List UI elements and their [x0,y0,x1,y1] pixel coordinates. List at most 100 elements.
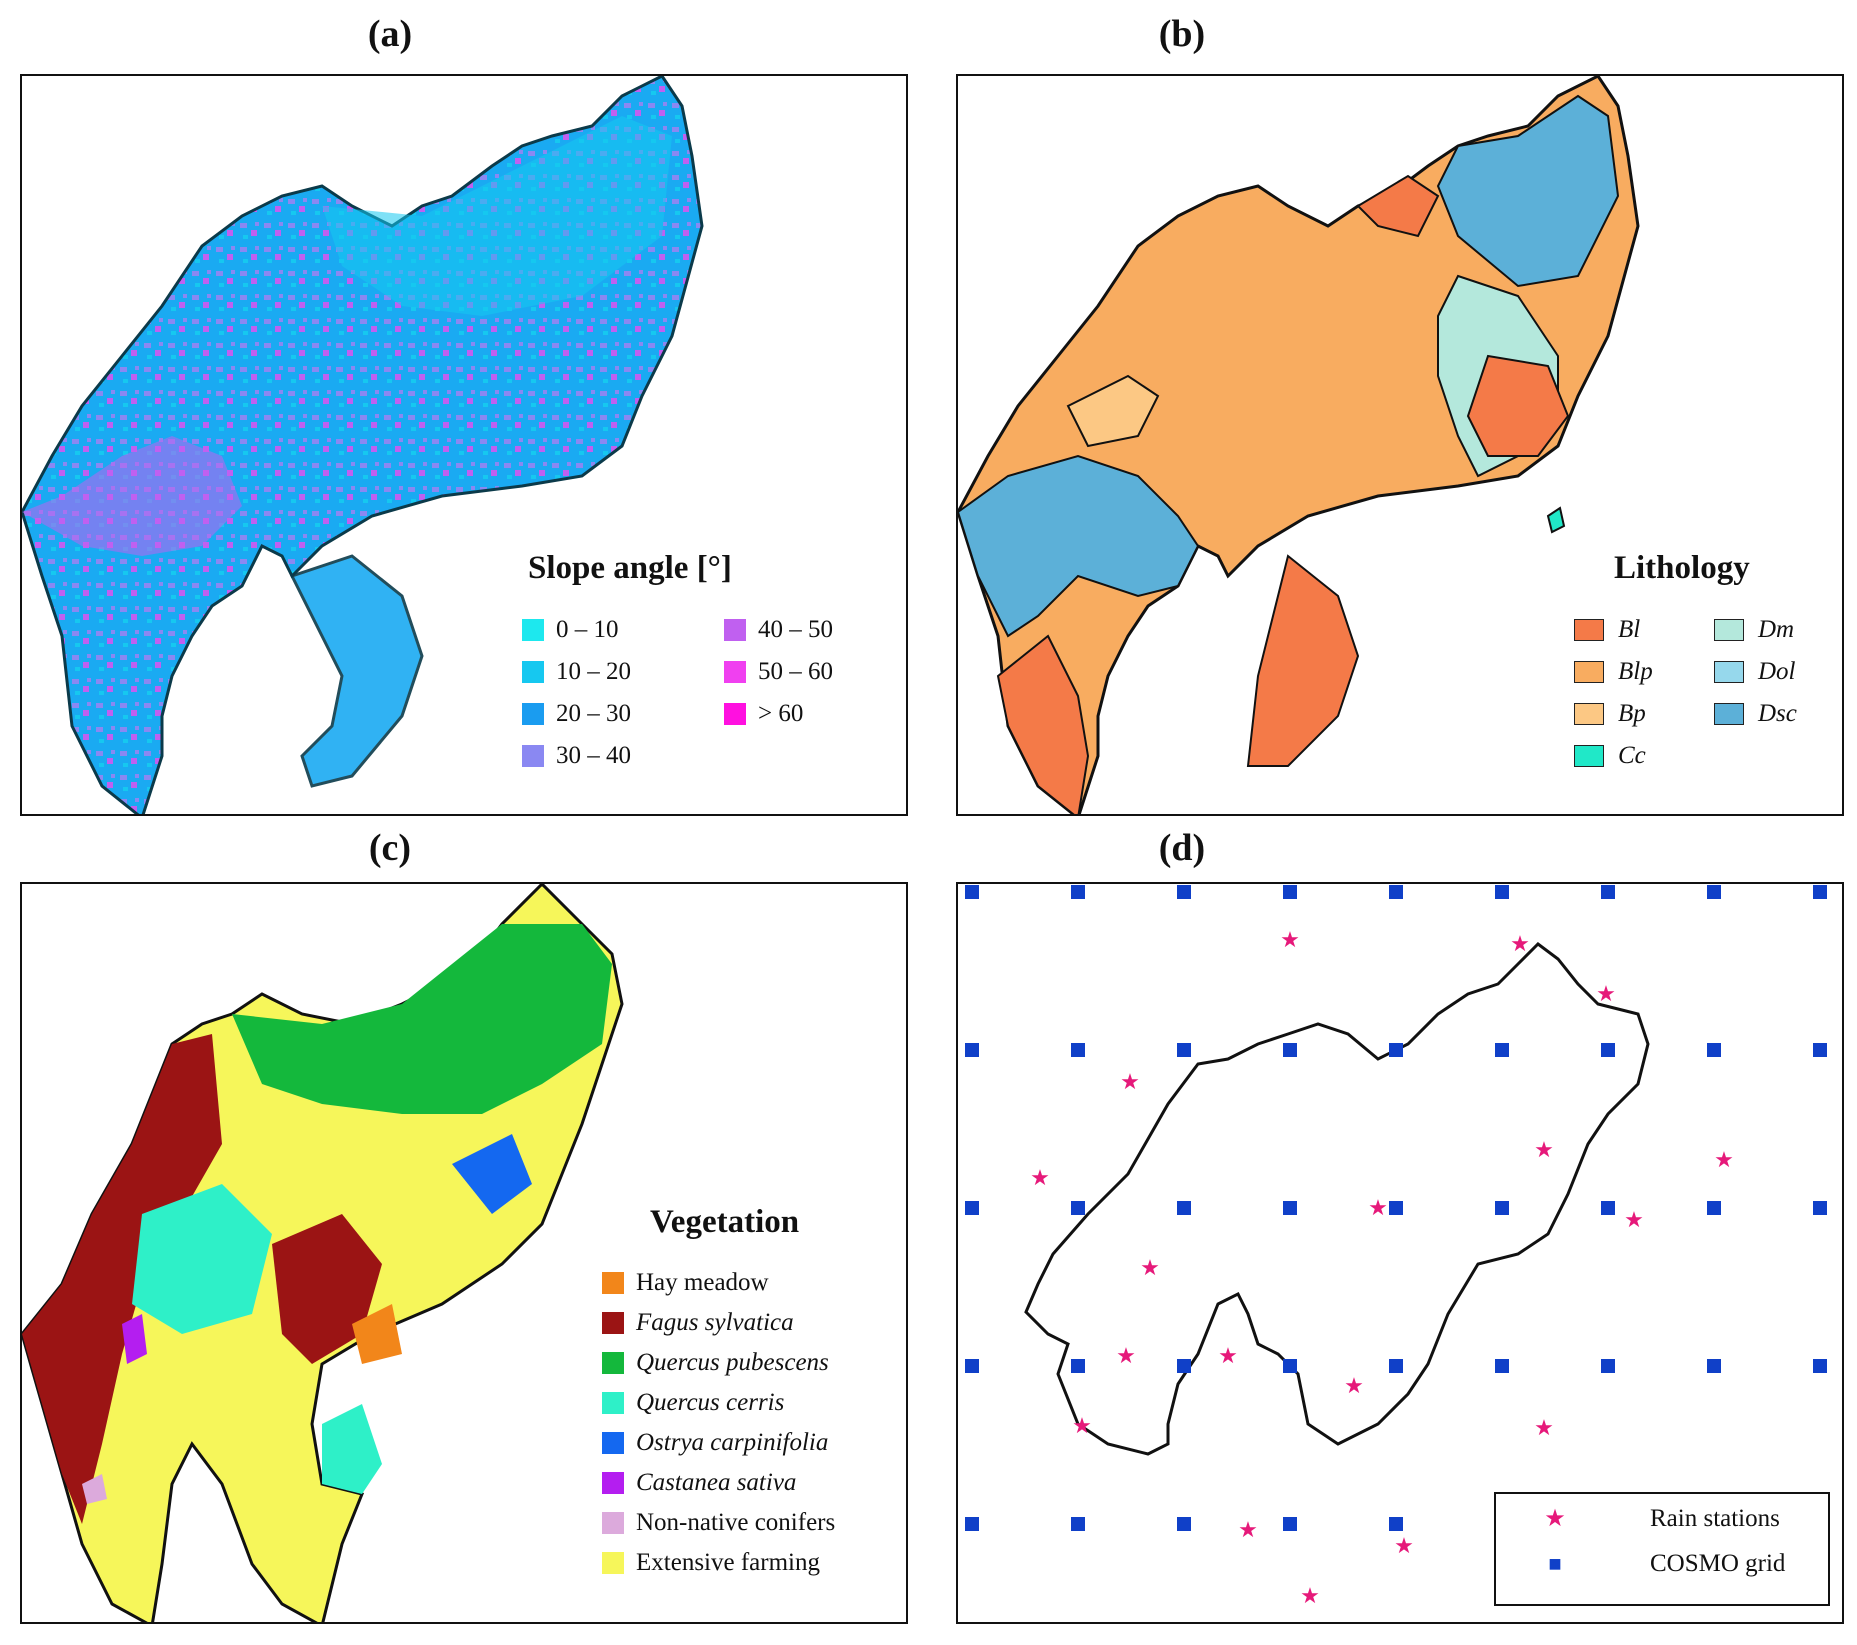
non-native-conifers-area [82,1474,107,1504]
cosmo-grid-point [1389,1043,1403,1057]
cosmo-grid-point [1283,1517,1297,1531]
lithology-legend-label: Blp [1618,658,1653,685]
lithology-legend-label: Dsc [1758,700,1797,727]
castanea-sativa-area [122,1314,147,1364]
fagus-sylvatica-area [22,1034,222,1524]
vegetation-map-panel: Vegetation Hay meadow Fagus sylvatica Qu… [20,882,908,1624]
star-icon: ★ [1544,1506,1566,1532]
rain-station: ★ [1624,1207,1644,1232]
vegetation-legend-label: Quercus cerris [636,1389,785,1416]
rain-station: ★ [1534,1415,1554,1440]
cosmo-grid-point [1813,885,1827,899]
lithology-swatch [1714,619,1744,641]
cosmo-grid-point [1389,1201,1403,1215]
slope-swatch [522,661,544,683]
rain-station-markers: ★ ★ ★ ★ ★ ★ ★ ★ ★ ★ ★ ★ ★ ★ ★ ★ ★ ★ [1030,927,1734,1608]
cosmo-grid-point [1071,1043,1085,1057]
vegetation-legend-label: Hay meadow [636,1269,769,1296]
vegetation-legend-item: Quercus pubescens [602,1349,829,1377]
cosmo-grid-point [1495,885,1509,899]
cosmo-grid-point [1177,1517,1191,1531]
cosmo-grid-point [1813,1359,1827,1373]
rain-station: ★ [1140,1255,1160,1280]
lithology-legend-item: Bp [1574,700,1646,728]
cosmo-grid-point [1071,1359,1085,1373]
bl-unit [1466,354,1570,457]
slope-angle-map-panel: Slope angle [°] 0 – 10 10 – 20 20 – 30 3… [20,74,908,816]
lithology-swatch [1714,661,1744,683]
lithology-legend-label: Dm [1758,616,1795,643]
vegetation-legend-title: Vegetation [650,1204,800,1240]
catchment-outline [1024,942,1650,1456]
vegetation-swatch [602,1432,624,1454]
slope-swatch [724,661,746,683]
slope-legend-label: 10 – 20 [556,658,631,685]
vegetation-swatch [602,1512,624,1534]
ostrya-carpinifolia-area [452,1134,532,1214]
panel-b-label: (b) [1158,13,1206,55]
slope-legend-item: 50 – 60 [724,658,833,686]
cosmo-grid-point [1495,1201,1509,1215]
cosmo-grid-point [1177,1201,1191,1215]
cosmo-grid-point [1813,1201,1827,1215]
stations-grid-map-panel: ★ ★ ★ ★ ★ ★ ★ ★ ★ ★ ★ ★ ★ ★ ★ ★ ★ ★ ★ Rain stations ■ COS… [956,882,1844,1624]
stations-legend: ★ Rain stations ■ COSMO grid [1494,1492,1830,1606]
panel-d-label: (d) [1158,827,1206,869]
bl-unit [1356,174,1440,238]
vegetation-swatch [602,1472,624,1494]
vegetation-legend-label: Fagus sylvatica [636,1309,794,1336]
dsc-unit [1436,94,1620,288]
rain-station: ★ [1120,1069,1140,1094]
lithology-swatch [1574,703,1604,725]
lithology-legend-label: Bl [1618,616,1641,643]
high-slope-band [22,436,242,556]
stations-legend-item: ★ Rain stations [1520,1504,1780,1533]
rain-station: ★ [1344,1373,1364,1398]
slope-swatch [724,619,746,641]
lithology-legend-label: Cc [1618,742,1646,769]
cosmo-grid-markers [965,885,1827,1531]
cosmo-grid-point [1283,1043,1297,1057]
cosmo-grid-point [1283,1359,1297,1373]
slope-legend-label: 30 – 40 [556,742,631,769]
slope-legend-label: > 60 [758,700,804,727]
vegetation-swatch [602,1392,624,1414]
rain-station: ★ [1394,1533,1414,1558]
slope-legend-item: 40 – 50 [724,616,833,644]
cosmo-grid-point [1707,885,1721,899]
slope-legend-item: 20 – 30 [522,700,631,728]
cosmo-grid-point [1813,1043,1827,1057]
slope-legend-label: 40 – 50 [758,616,833,643]
cosmo-grid-point [1707,1043,1721,1057]
lithology-legend-item: Bl [1574,616,1640,644]
vegetation-legend-item: Hay meadow [602,1269,769,1297]
slope-swatch [522,703,544,725]
vegetation-legend-label: Ostrya carpinifolia [636,1429,829,1456]
slope-legend-item: 0 – 10 [522,616,619,644]
cosmo-grid-point [1071,885,1085,899]
cosmo-grid-point [1177,1043,1191,1057]
rain-station: ★ [1596,981,1616,1006]
slope-legend-title: Slope angle [°] [528,550,732,586]
vegetation-legend-item: Non-native conifers [602,1509,835,1537]
low-slope-zone [322,116,672,316]
catchment-lithology [958,76,1640,814]
vegetation-swatch [602,1352,624,1374]
lithology-legend-item: Blp [1574,658,1653,686]
slope-angle-map [22,76,704,814]
cosmo-grid-point [1495,1043,1509,1057]
lithology-map-panel: Lithology Bl Blp Bp Cc Dm Dol Dsc [956,74,1844,816]
vegetation-legend-label: Quercus pubescens [636,1349,829,1376]
cosmo-grid-point [1495,1359,1509,1373]
vegetation-map [22,884,624,1622]
slope-swatch [724,703,746,725]
bp-unit [1066,374,1160,448]
lithology-legend-item: Dm [1714,616,1794,644]
panel-c-label: (c) [368,827,412,869]
cosmo-grid-point [1177,1359,1191,1373]
lithology-legend-item: Cc [1574,742,1646,770]
cosmo-grid-point [965,1043,979,1057]
cosmo-grid-point [1283,1201,1297,1215]
lithology-swatch [1574,745,1604,767]
rain-station: ★ [1300,1583,1320,1608]
